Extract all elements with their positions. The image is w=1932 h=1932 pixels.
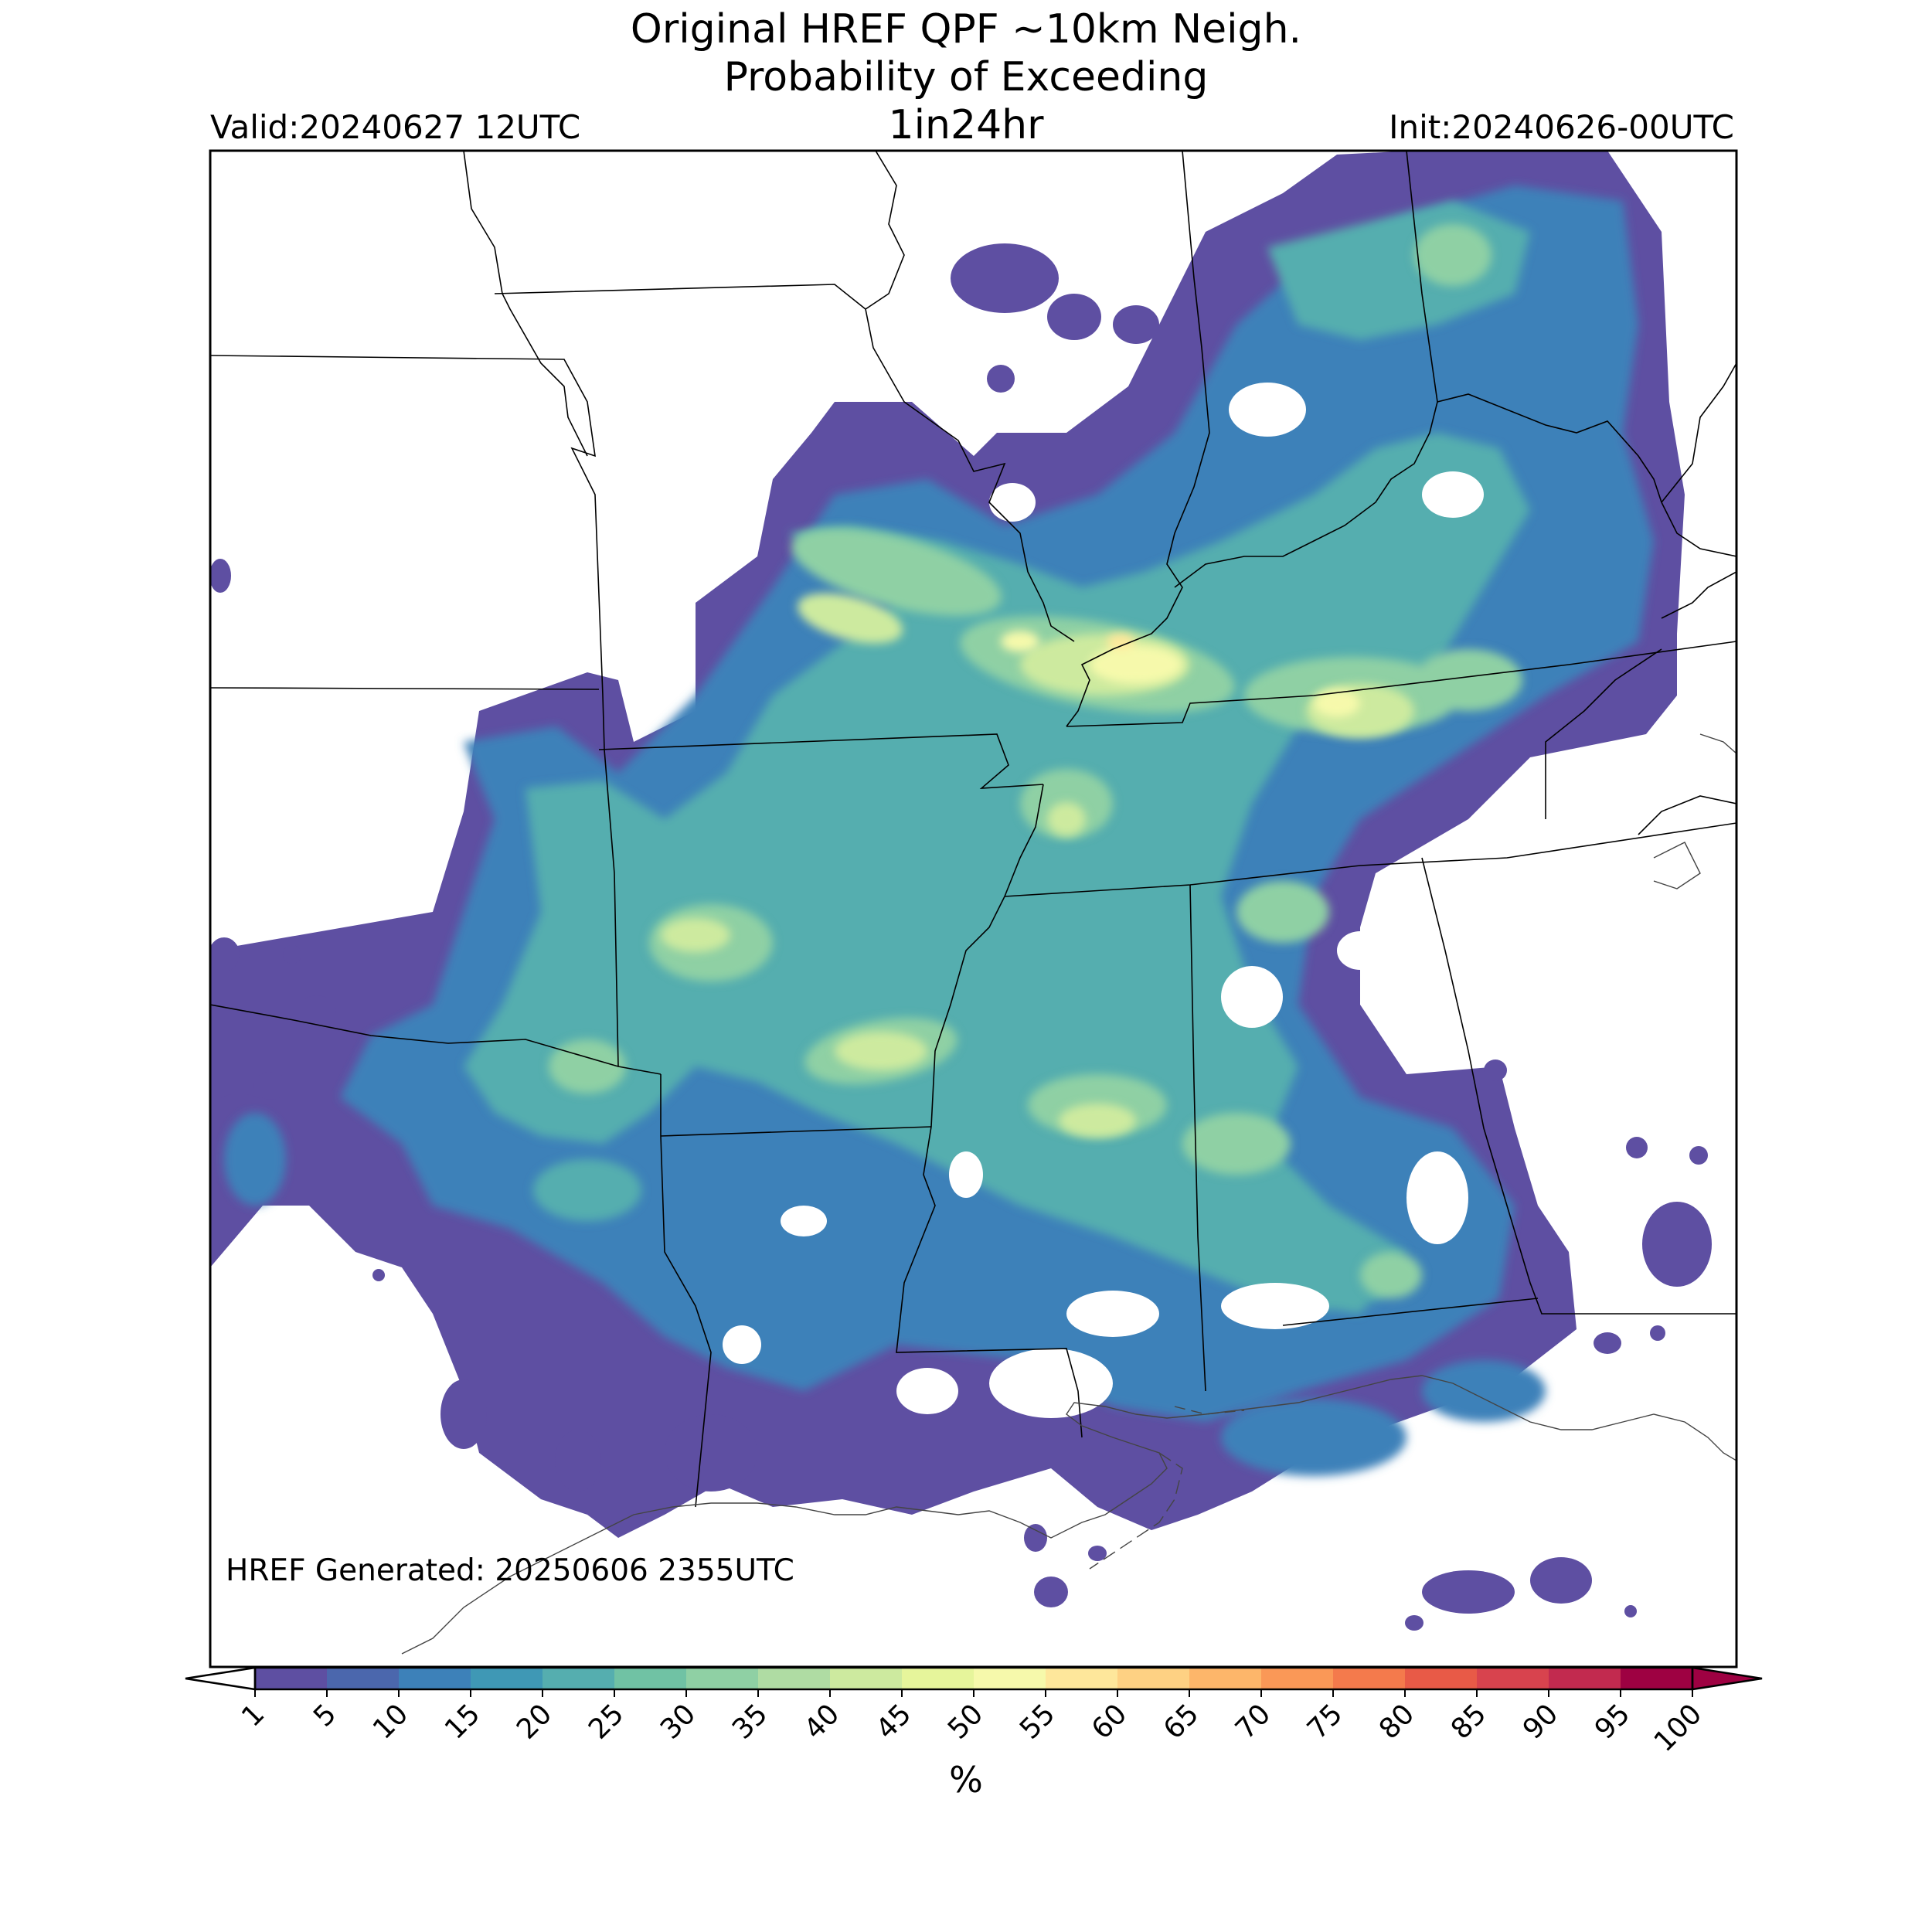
colorbar-tick-label: 80 [1373,1698,1420,1745]
kansas-missouri-border [210,355,605,750]
alabama-georgia-border [1421,857,1736,1315]
mississippi-river-south [930,896,1005,1128]
colorbar-tick-label: 15 [439,1698,486,1745]
kansas-oklahoma-border [210,687,600,690]
colorbar-segment [399,1668,471,1689]
kentucky-wv-border [1661,571,1736,619]
mississippi-alabama-border [1189,884,1206,1392]
colorbar-tick-label: 70 [1230,1698,1277,1745]
colorbar-segment [974,1668,1046,1689]
state-boundaries [210,151,1736,1508]
west-virginia-border [1661,362,1736,503]
dry-areas [723,383,1561,1418]
colorbar-tick-label: 55 [1014,1698,1061,1745]
colorbar-segment [1261,1668,1334,1689]
colorbar-segment [686,1668,759,1689]
generated-timestamp: HREF Generated: 20250606 2355UTC [226,1553,794,1588]
colorbar-segment [1189,1668,1262,1689]
colorbar-tick-label: 75 [1301,1698,1349,1745]
ohio-river [1174,151,1438,588]
louisiana-mississippi-border [896,1126,1083,1438]
sc-border [1638,795,1736,835]
colorbar-segment [327,1668,400,1689]
colorbar-tick-label: 20 [511,1698,558,1745]
title-line-1: Original HREF QPF ~10km Neigh. [630,6,1302,53]
gulf-coast [401,1375,1736,1655]
title-line-3: 1in24hr [888,102,1044,148]
missouri-river [463,151,588,457]
coastline [401,733,1736,1655]
map-panel [209,149,1738,1668]
colorbar-tick-label: 25 [583,1698,630,1745]
colorbar-segment [1477,1668,1549,1689]
init-time-label: Init:20240626-00UTC [1389,108,1734,146]
kentucky-tennessee-border [1066,641,1736,727]
colorbar-segment [1405,1668,1478,1689]
tennessee-south-border [1004,822,1736,897]
colorbar-tick-label: 10 [367,1698,414,1745]
colorbar-tick-label: 85 [1445,1698,1492,1745]
colorbar-segment [255,1668,328,1689]
colorbar-segment [830,1668,903,1689]
red-river [210,1004,662,1075]
probability-field [210,151,1712,1631]
barrier-islands [1089,1452,1183,1570]
colorbar-tick-label: 90 [1517,1698,1564,1745]
colorbar-over-arrow [1691,1666,1763,1691]
colorbar-segment [758,1668,831,1689]
colorbar-segment [1117,1668,1190,1689]
colorbar-segment [614,1668,687,1689]
colorbar-segment [543,1668,615,1689]
mississippi-river-mid [1004,784,1044,897]
colorbar-tick-label: 40 [798,1698,845,1745]
colorbar-tick-label: 30 [655,1698,702,1745]
colorbar-tick-label: 5 [308,1698,342,1733]
colorbar-under-arrow [185,1666,257,1691]
nc-coast-fragment [1699,733,1736,754]
nc-tn-border [1545,648,1662,819]
iowa-missouri-border [494,284,866,310]
ms-sound-islands [1174,1406,1245,1415]
colorbar-tick-label: 60 [1086,1698,1133,1745]
missouri-arkansas-border [598,733,1044,789]
colorbar-segment [902,1668,975,1689]
colorbar-segment [1549,1668,1621,1689]
mississippi-river-north [865,151,1075,642]
kentucky-virginia-border [1661,502,1736,557]
valid-time-label: Valid:20240627 12UTC [210,108,581,146]
colorbar-tick-label: 65 [1158,1698,1205,1745]
colorbar-segment [1333,1668,1406,1689]
prob-layer-50 [1001,631,1360,717]
colorbar-segment [471,1668,543,1689]
colorbar-tick-label: 95 [1589,1698,1636,1745]
oklahoma-arkansas-border [604,749,619,1067]
colorbar-tick-label: 35 [726,1698,774,1745]
colorbar-tick-label: 50 [942,1698,989,1745]
colorbar-tick-label: 1 [236,1698,270,1733]
colorbar-segment [1621,1668,1693,1689]
colorbar: 1 5 10 15 20 25 30 35 40 45 50 55 60 65 70 75 80 85 90 95 10… [185,1666,1763,1758]
colorbar-tick-label: 100 [1648,1698,1709,1758]
colorbar-segments [255,1668,1693,1689]
colorbar-ticks: 1 5 10 15 20 25 30 35 40 45 50 55 60 65 70 75 80 85 90 95 10… [236,1689,1708,1758]
title-line-2: Probability of Exceeding [723,54,1209,100]
illinois-indiana-border [1066,151,1210,727]
colorbar-units-label: % [949,1759,983,1801]
ohio-kentucky-border [1437,393,1662,503]
colorbar-segment [1046,1668,1118,1689]
arkansas-louisiana-border [660,1126,932,1137]
florida-alabama-border [1282,1298,1539,1326]
sc-coast-fragment [1653,842,1701,889]
colorbar-tick-label: 45 [870,1698,917,1745]
